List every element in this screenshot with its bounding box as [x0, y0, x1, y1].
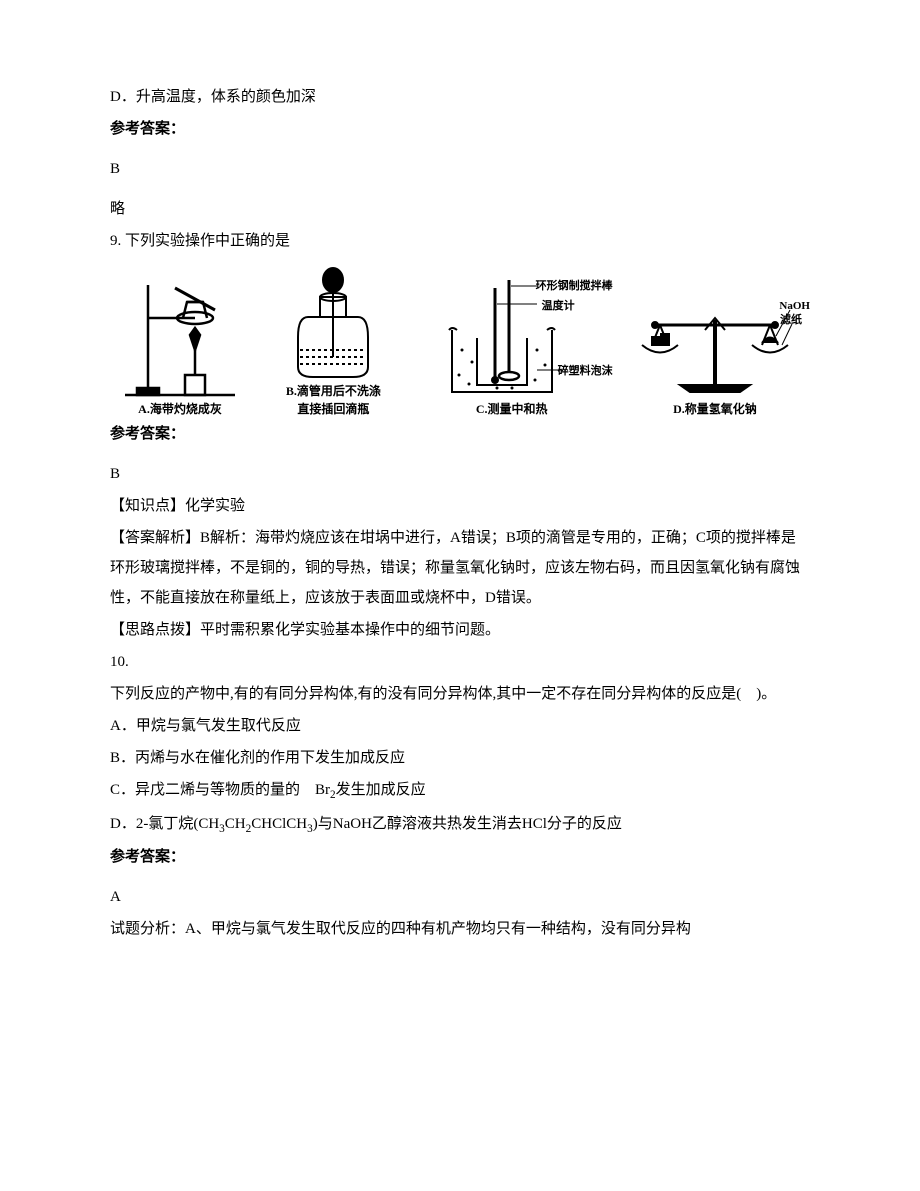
q10c-prefix: C．异戊二烯与等物质的量的 Br [110, 782, 330, 798]
figure-c-ann-thermo: 温度计 [542, 300, 575, 312]
q10-option-a: A．甲烷与氯气发生取代反应 [110, 711, 810, 741]
answer-8: B [110, 154, 810, 184]
figure-c: 环形钢制搅拌棒 温度计 碎塑料泡沫 [417, 280, 607, 418]
q10-option-c: C．异戊二烯与等物质的量的 Br2发生加成反应 [110, 775, 810, 807]
kp-label: 【知识点】 [110, 498, 185, 514]
figure-a-svg [115, 280, 245, 400]
answer-9: B [110, 459, 810, 489]
reference-answer-label-2: 参考答案： [110, 419, 810, 449]
figure-row: A.海带灼烧成灰 B.滴管用后不洗涤 直接插回滴瓶 环 [110, 262, 810, 417]
tip-label: 【思路点拨】 [110, 622, 200, 638]
figure-b: B.滴管用后不洗涤 直接插回滴瓶 [263, 262, 403, 417]
answer-explanation: 【答案解析】B解析：海带灼烧应该在坩埚中进行，A错误；B项的滴管是专用的，正确；… [110, 523, 810, 613]
figure-c-svg [437, 280, 587, 400]
jx-text: B解析：海带灼烧应该在坩埚中进行，A错误；B项的滴管是专用的，正确；C项的搅拌棒… [110, 530, 800, 606]
reference-answer-label: 参考答案： [110, 114, 810, 144]
answer-10: A [110, 882, 810, 912]
question-10-stem: 下列反应的产物中,有的有同分异构体,有的没有同分异构体,其中一定不存在同分异构体… [110, 679, 810, 709]
q10d-p4: )与NaOH乙醇溶液共热发生消去HCl分子的反应 [313, 816, 622, 832]
figure-b-svg [278, 262, 388, 382]
figure-b-caption-2: 直接插回滴瓶 [297, 402, 369, 418]
figure-c-ann-foam: 碎塑料泡沫 [558, 365, 613, 377]
figure-d: NaOH 滤纸 [620, 290, 810, 418]
q10-option-b: B．丙烯与水在催化剂的作用下发生加成反应 [110, 743, 810, 773]
figure-a: A.海带灼烧成灰 [110, 280, 250, 418]
q10-option-d: D．2-氯丁烷(CH3CH2CHClCH3)与NaOH乙醇溶液共热发生消去HCl… [110, 809, 810, 841]
figure-d-svg [630, 290, 800, 400]
tip: 【思路点拨】平时需积累化学实验基本操作中的细节问题。 [110, 615, 810, 645]
q10d-p3: CHClCH [251, 816, 307, 832]
kp-text: 化学实验 [185, 498, 245, 514]
figure-d-ann-filter: 滤纸 [780, 314, 802, 326]
q10d-p1: D．2-氯丁烷(CH [110, 816, 219, 832]
question-10-num: 10. [110, 647, 810, 677]
q10d-p2: CH [225, 816, 246, 832]
figure-c-caption: C.测量中和热 [476, 402, 548, 418]
question-9-stem: 9. 下列实验操作中正确的是 [110, 226, 810, 256]
reference-answer-label-3: 参考答案： [110, 842, 810, 872]
figure-d-caption: D.称量氢氧化钠 [673, 402, 757, 418]
figure-b-caption-1: B.滴管用后不洗涤 [286, 384, 381, 400]
omitted-text: 略 [110, 194, 810, 224]
figure-d-ann-naoh: NaOH [779, 300, 810, 312]
figure-a-caption: A.海带灼烧成灰 [138, 402, 222, 418]
tip-text: 平时需积累化学实验基本操作中的细节问题。 [200, 622, 500, 638]
analysis-10: 试题分析：A、甲烷与氯气发生取代反应的四种有机产物均只有一种结构，没有同分异构 [110, 914, 810, 944]
figure-c-ann-stirrer: 环形钢制搅拌棒 [536, 280, 613, 292]
q10c-suffix: 发生加成反应 [336, 782, 426, 798]
jx-label: 【答案解析】 [110, 530, 200, 546]
knowledge-point: 【知识点】化学实验 [110, 491, 810, 521]
option-d-prev: D．升高温度，体系的颜色加深 [110, 82, 810, 112]
